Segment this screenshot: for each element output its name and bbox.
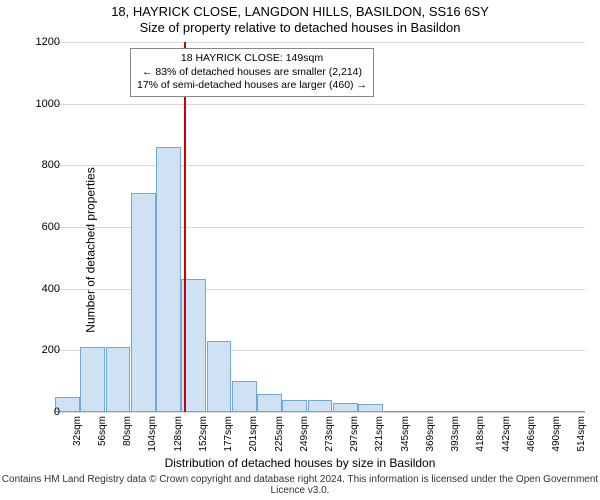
x-tick-label: 369sqm [425,416,436,452]
page-subtitle: Size of property relative to detached ho… [0,19,600,35]
annotation-line: ← 83% of detached houses are smaller (2,… [137,66,367,80]
x-tick-label: 225sqm [274,416,285,452]
histogram-bar [308,400,333,412]
x-tick-label: 466sqm [526,416,537,452]
y-tick-label: 600 [42,221,60,233]
x-tick-label: 393sqm [450,416,461,452]
histogram-bar [207,341,232,412]
histogram-bar [106,347,131,412]
x-tick-label: 273sqm [324,416,335,452]
histogram-bar [282,400,307,412]
histogram-bar [80,347,105,412]
x-tick-label: 56sqm [97,416,108,446]
x-tick-label: 201sqm [248,416,259,452]
histogram-bar [358,404,383,412]
y-tick-label: 400 [42,283,60,295]
x-tick-label: 177sqm [223,416,234,452]
x-tick-label: 321sqm [374,416,385,452]
y-tick-label: 1200 [36,36,60,48]
chart-container: 18, HAYRICK CLOSE, LANGDON HILLS, BASILD… [0,0,600,500]
plot-area: 32sqm56sqm80sqm104sqm128sqm152sqm177sqm2… [55,42,585,412]
y-tick-label: 1000 [36,98,60,110]
gridline-h [55,412,585,413]
x-tick-label: 32sqm [72,416,83,446]
annotation-line: 18 HAYRICK CLOSE: 149sqm [137,52,367,66]
x-tick-label: 514sqm [576,416,587,452]
marker-line [184,42,186,412]
y-tick-label: 800 [42,159,60,171]
x-tick-label: 442sqm [501,416,512,452]
x-axis-label: Distribution of detached houses by size … [0,456,600,470]
x-tick-label: 345sqm [400,416,411,452]
annotation-box: 18 HAYRICK CLOSE: 149sqm← 83% of detache… [130,48,374,97]
annotation-line: 17% of semi-detached houses are larger (… [137,79,367,93]
page-title: 18, HAYRICK CLOSE, LANGDON HILLS, BASILD… [0,0,600,19]
x-tick-label: 418sqm [475,416,486,452]
x-tick-label: 128sqm [173,416,184,452]
x-tick-label: 297sqm [349,416,360,452]
gridline-h [55,165,585,166]
gridline-h [55,42,585,43]
histogram-bar [131,193,156,412]
histogram-bar [257,394,282,413]
x-tick-label: 104sqm [147,416,158,452]
y-tick-label: 0 [54,406,60,418]
x-tick-label: 249sqm [299,416,310,452]
gridline-h [55,104,585,105]
y-tick-label: 200 [42,344,60,356]
histogram-bar [232,381,257,412]
histogram-bar [333,403,358,412]
footnote: Contains HM Land Registry data © Crown c… [0,474,600,496]
x-tick-label: 490sqm [551,416,562,452]
x-tick-label: 80sqm [122,416,133,446]
histogram-bar [156,147,181,412]
x-tick-label: 152sqm [198,416,209,452]
